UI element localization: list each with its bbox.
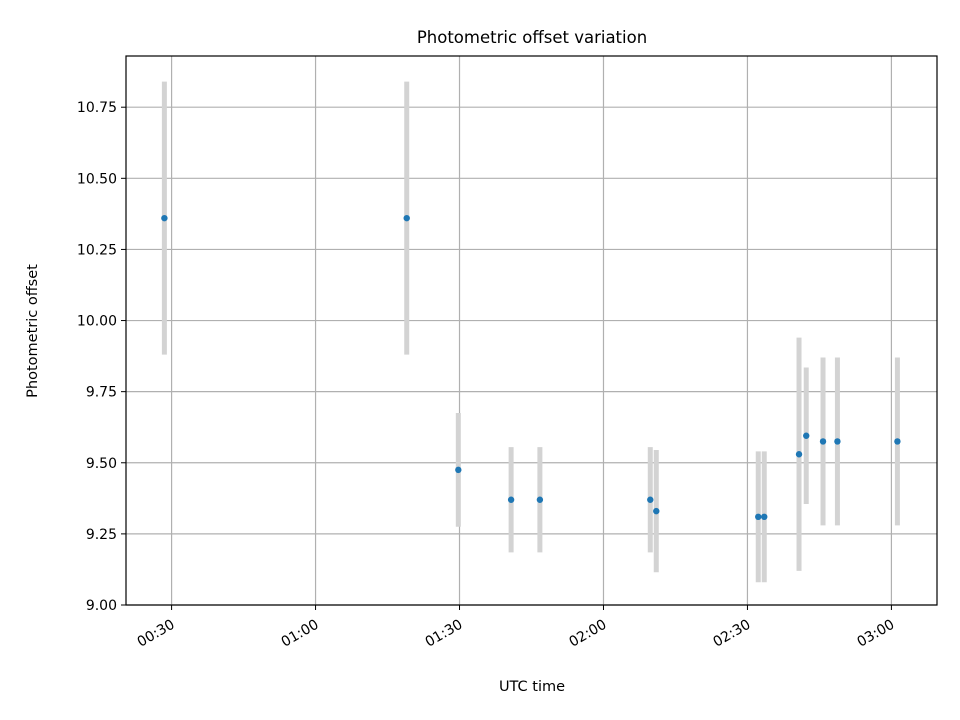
y-tick-label: 9.25 — [86, 527, 117, 543]
data-point — [455, 466, 462, 474]
y-axis: 9.00 9.25 9.50 9.75 10.00 10.25 10.50 10.75 — [77, 100, 126, 614]
data-point — [653, 507, 660, 515]
y-axis-label: Photometric offset — [25, 264, 41, 398]
data-point — [755, 513, 762, 521]
data-point — [536, 496, 544, 503]
data-point — [647, 496, 654, 503]
y-tick-label: 10.25 — [77, 242, 117, 258]
y-tick-label: 10.75 — [77, 100, 117, 116]
grid-lines — [126, 56, 937, 606]
y-tick-label: 10.00 — [77, 314, 117, 330]
data-point — [507, 496, 515, 503]
plot-frame — [125, 55, 938, 606]
data-point — [403, 214, 410, 222]
data-point — [894, 438, 901, 445]
data-point — [834, 438, 841, 445]
x-axis-label: UTC time — [499, 679, 565, 695]
data-point — [161, 214, 168, 222]
chart-title: Photometric offset variation — [417, 28, 647, 47]
data-points — [161, 214, 901, 521]
data-point — [795, 451, 803, 458]
data-point — [803, 432, 810, 439]
data-point — [761, 513, 768, 521]
data-point — [819, 438, 827, 445]
y-tick-label: 9.00 — [86, 598, 117, 614]
y-tick-label: 9.50 — [86, 456, 117, 472]
y-tick-label: 10.50 — [77, 171, 117, 187]
y-tick-label: 9.75 — [86, 385, 117, 401]
